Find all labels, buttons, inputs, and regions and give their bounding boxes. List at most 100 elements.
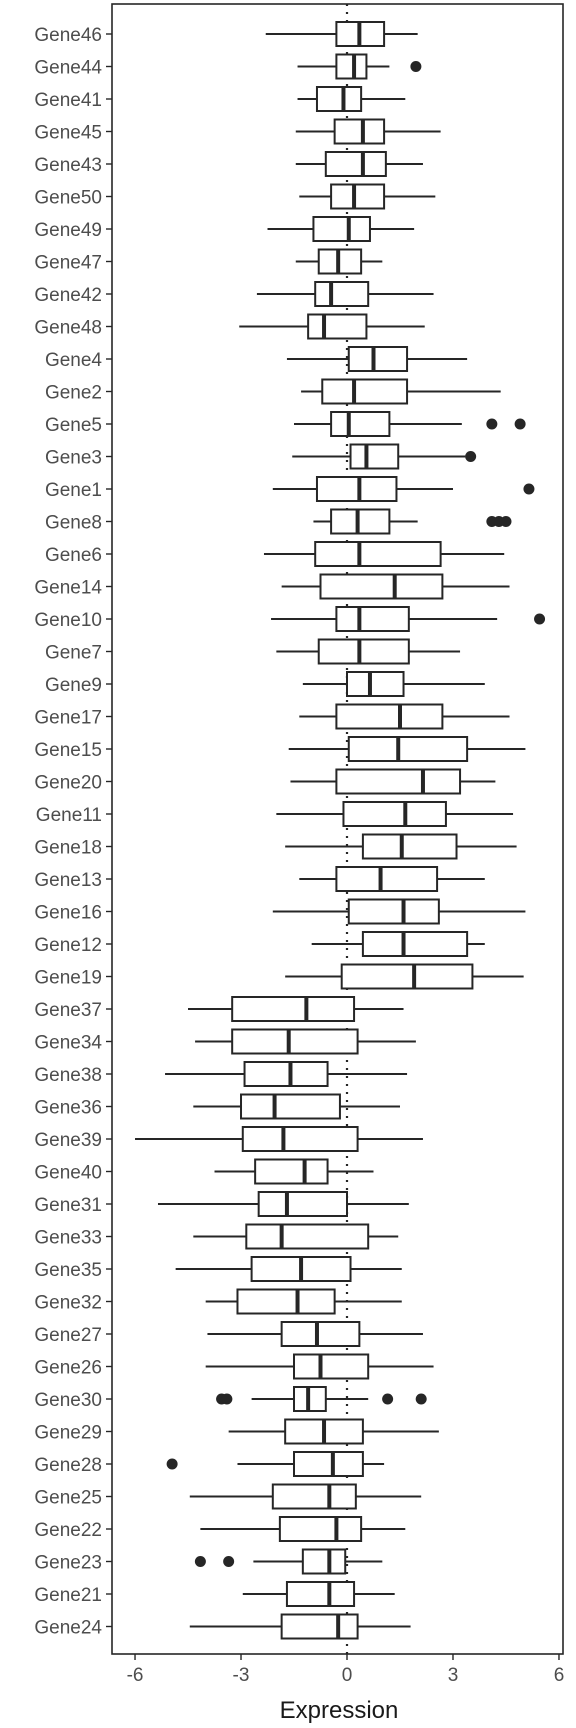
- y-tick-label: Gene26: [34, 1358, 102, 1379]
- iqr-box: [347, 898, 440, 925]
- outlier-point: [410, 61, 422, 72]
- box-Gene20: [290, 768, 496, 795]
- box-Gene45: [295, 118, 441, 145]
- iqr-box: [293, 1451, 364, 1477]
- y-tick-label: Gene36: [34, 1098, 102, 1119]
- box-Gene13: [299, 866, 485, 892]
- box-Gene8: [313, 508, 512, 535]
- y-tick-label: Gene17: [34, 708, 102, 729]
- y-tick-label: Gene11: [36, 805, 102, 826]
- outlier-point: [382, 1393, 394, 1405]
- x-axis: -6 -3 0 3 6: [127, 1654, 564, 1686]
- iqr-box: [347, 346, 409, 372]
- y-tick-label: Gene27: [34, 1325, 102, 1346]
- box-Gene4: [286, 346, 468, 372]
- box-Gene5: [294, 411, 526, 437]
- outlier-point: [221, 1393, 233, 1405]
- outlier-point: [534, 613, 546, 625]
- y-tick-label: Gene9: [45, 675, 102, 696]
- box-Gene23: [194, 1548, 383, 1575]
- iqr-box: [347, 736, 469, 762]
- iqr-box: [317, 638, 410, 665]
- iqr-box: [314, 541, 442, 567]
- box-Gene19: [285, 963, 524, 990]
- outlier-point: [500, 516, 512, 527]
- y-tick-label: Gene33: [34, 1228, 102, 1249]
- y-tick-label: Gene4: [45, 350, 102, 371]
- y-tick-label: Gene31: [34, 1195, 102, 1216]
- y-tick-label: Gene23: [34, 1553, 102, 1574]
- iqr-box: [330, 508, 391, 535]
- outlier-point: [166, 1458, 178, 1470]
- x-tick-label: 3: [448, 1665, 459, 1686]
- x-axis-title: Expression: [280, 1697, 399, 1724]
- iqr-box: [314, 281, 370, 307]
- y-axis: Gene46 Gene44 Gene41 Gene45 Gene43 Gene50 Gene…: [34, 25, 112, 1639]
- box-Gene48: [239, 313, 425, 340]
- box-Gene32: [205, 1288, 402, 1315]
- box-Gene3: [292, 443, 477, 470]
- outlier-point: [465, 451, 477, 462]
- y-tick-label: Gene49: [34, 220, 102, 241]
- outlier-point: [223, 1556, 235, 1567]
- iqr-box: [231, 1028, 359, 1055]
- iqr-box: [340, 963, 474, 990]
- y-tick-label: Gene7: [45, 643, 102, 664]
- iqr-box: [307, 313, 368, 340]
- iqr-box: [361, 931, 469, 957]
- y-tick-label: Gene35: [34, 1260, 102, 1281]
- box-Gene7: [276, 638, 461, 665]
- y-tick-label: Gene21: [34, 1585, 102, 1606]
- y-tick-label: Gene15: [34, 740, 102, 761]
- box-Gene21: [242, 1581, 395, 1607]
- box-Gene10: [271, 606, 546, 632]
- iqr-box: [241, 1126, 359, 1152]
- y-tick-label: Gene38: [34, 1065, 102, 1086]
- iqr-box: [280, 1321, 361, 1347]
- y-tick-label: Gene45: [34, 123, 102, 144]
- box-Gene2: [301, 378, 501, 405]
- y-tick-label: Gene30: [34, 1390, 102, 1411]
- box-Gene38: [165, 1061, 408, 1087]
- box-Gene44: [297, 53, 422, 80]
- y-tick-label: Gene40: [34, 1163, 102, 1184]
- iqr-box: [335, 768, 462, 795]
- y-tick-label: Gene41: [34, 90, 102, 111]
- y-tick-label: Gene24: [34, 1618, 102, 1639]
- iqr-box: [321, 378, 409, 405]
- iqr-box: [271, 1483, 357, 1510]
- y-tick-label: Gene25: [34, 1488, 102, 1509]
- box-Gene29: [228, 1418, 439, 1445]
- y-tick-label: Gene12: [34, 935, 102, 956]
- y-tick-label: Gene8: [45, 513, 102, 534]
- outlier-point: [194, 1556, 206, 1567]
- box-Gene46: [265, 21, 418, 47]
- y-tick-label: Gene13: [34, 870, 102, 891]
- box-Gene24: [189, 1613, 411, 1640]
- iqr-box: [285, 1581, 356, 1607]
- outlier-point: [415, 1393, 427, 1405]
- iqr-box: [335, 703, 444, 730]
- y-tick-label: Gene37: [34, 1000, 102, 1021]
- y-tick-label: Gene50: [34, 188, 102, 209]
- x-tick-label: -3: [233, 1665, 250, 1686]
- y-tick-label: Gene19: [34, 968, 102, 989]
- iqr-box: [315, 86, 363, 112]
- iqr-box: [361, 833, 458, 860]
- y-tick-label: Gene5: [45, 415, 102, 436]
- box-Gene17: [299, 703, 510, 730]
- box-Gene26: [205, 1353, 434, 1380]
- outlier-point: [523, 483, 535, 495]
- iqr-box: [245, 1223, 370, 1250]
- y-tick-label: Gene47: [34, 253, 102, 274]
- y-tick-label: Gene16: [34, 903, 102, 924]
- box-Gene18: [285, 833, 517, 860]
- y-tick-label: Gene48: [34, 318, 102, 339]
- y-tick-label: Gene22: [34, 1520, 102, 1541]
- y-tick-label: Gene46: [34, 25, 102, 46]
- box-Gene50: [299, 183, 436, 210]
- box-Gene42: [256, 281, 434, 307]
- y-tick-label: Gene10: [34, 610, 102, 631]
- y-tick-label: Gene14: [34, 578, 102, 599]
- box-Gene9: [302, 671, 485, 697]
